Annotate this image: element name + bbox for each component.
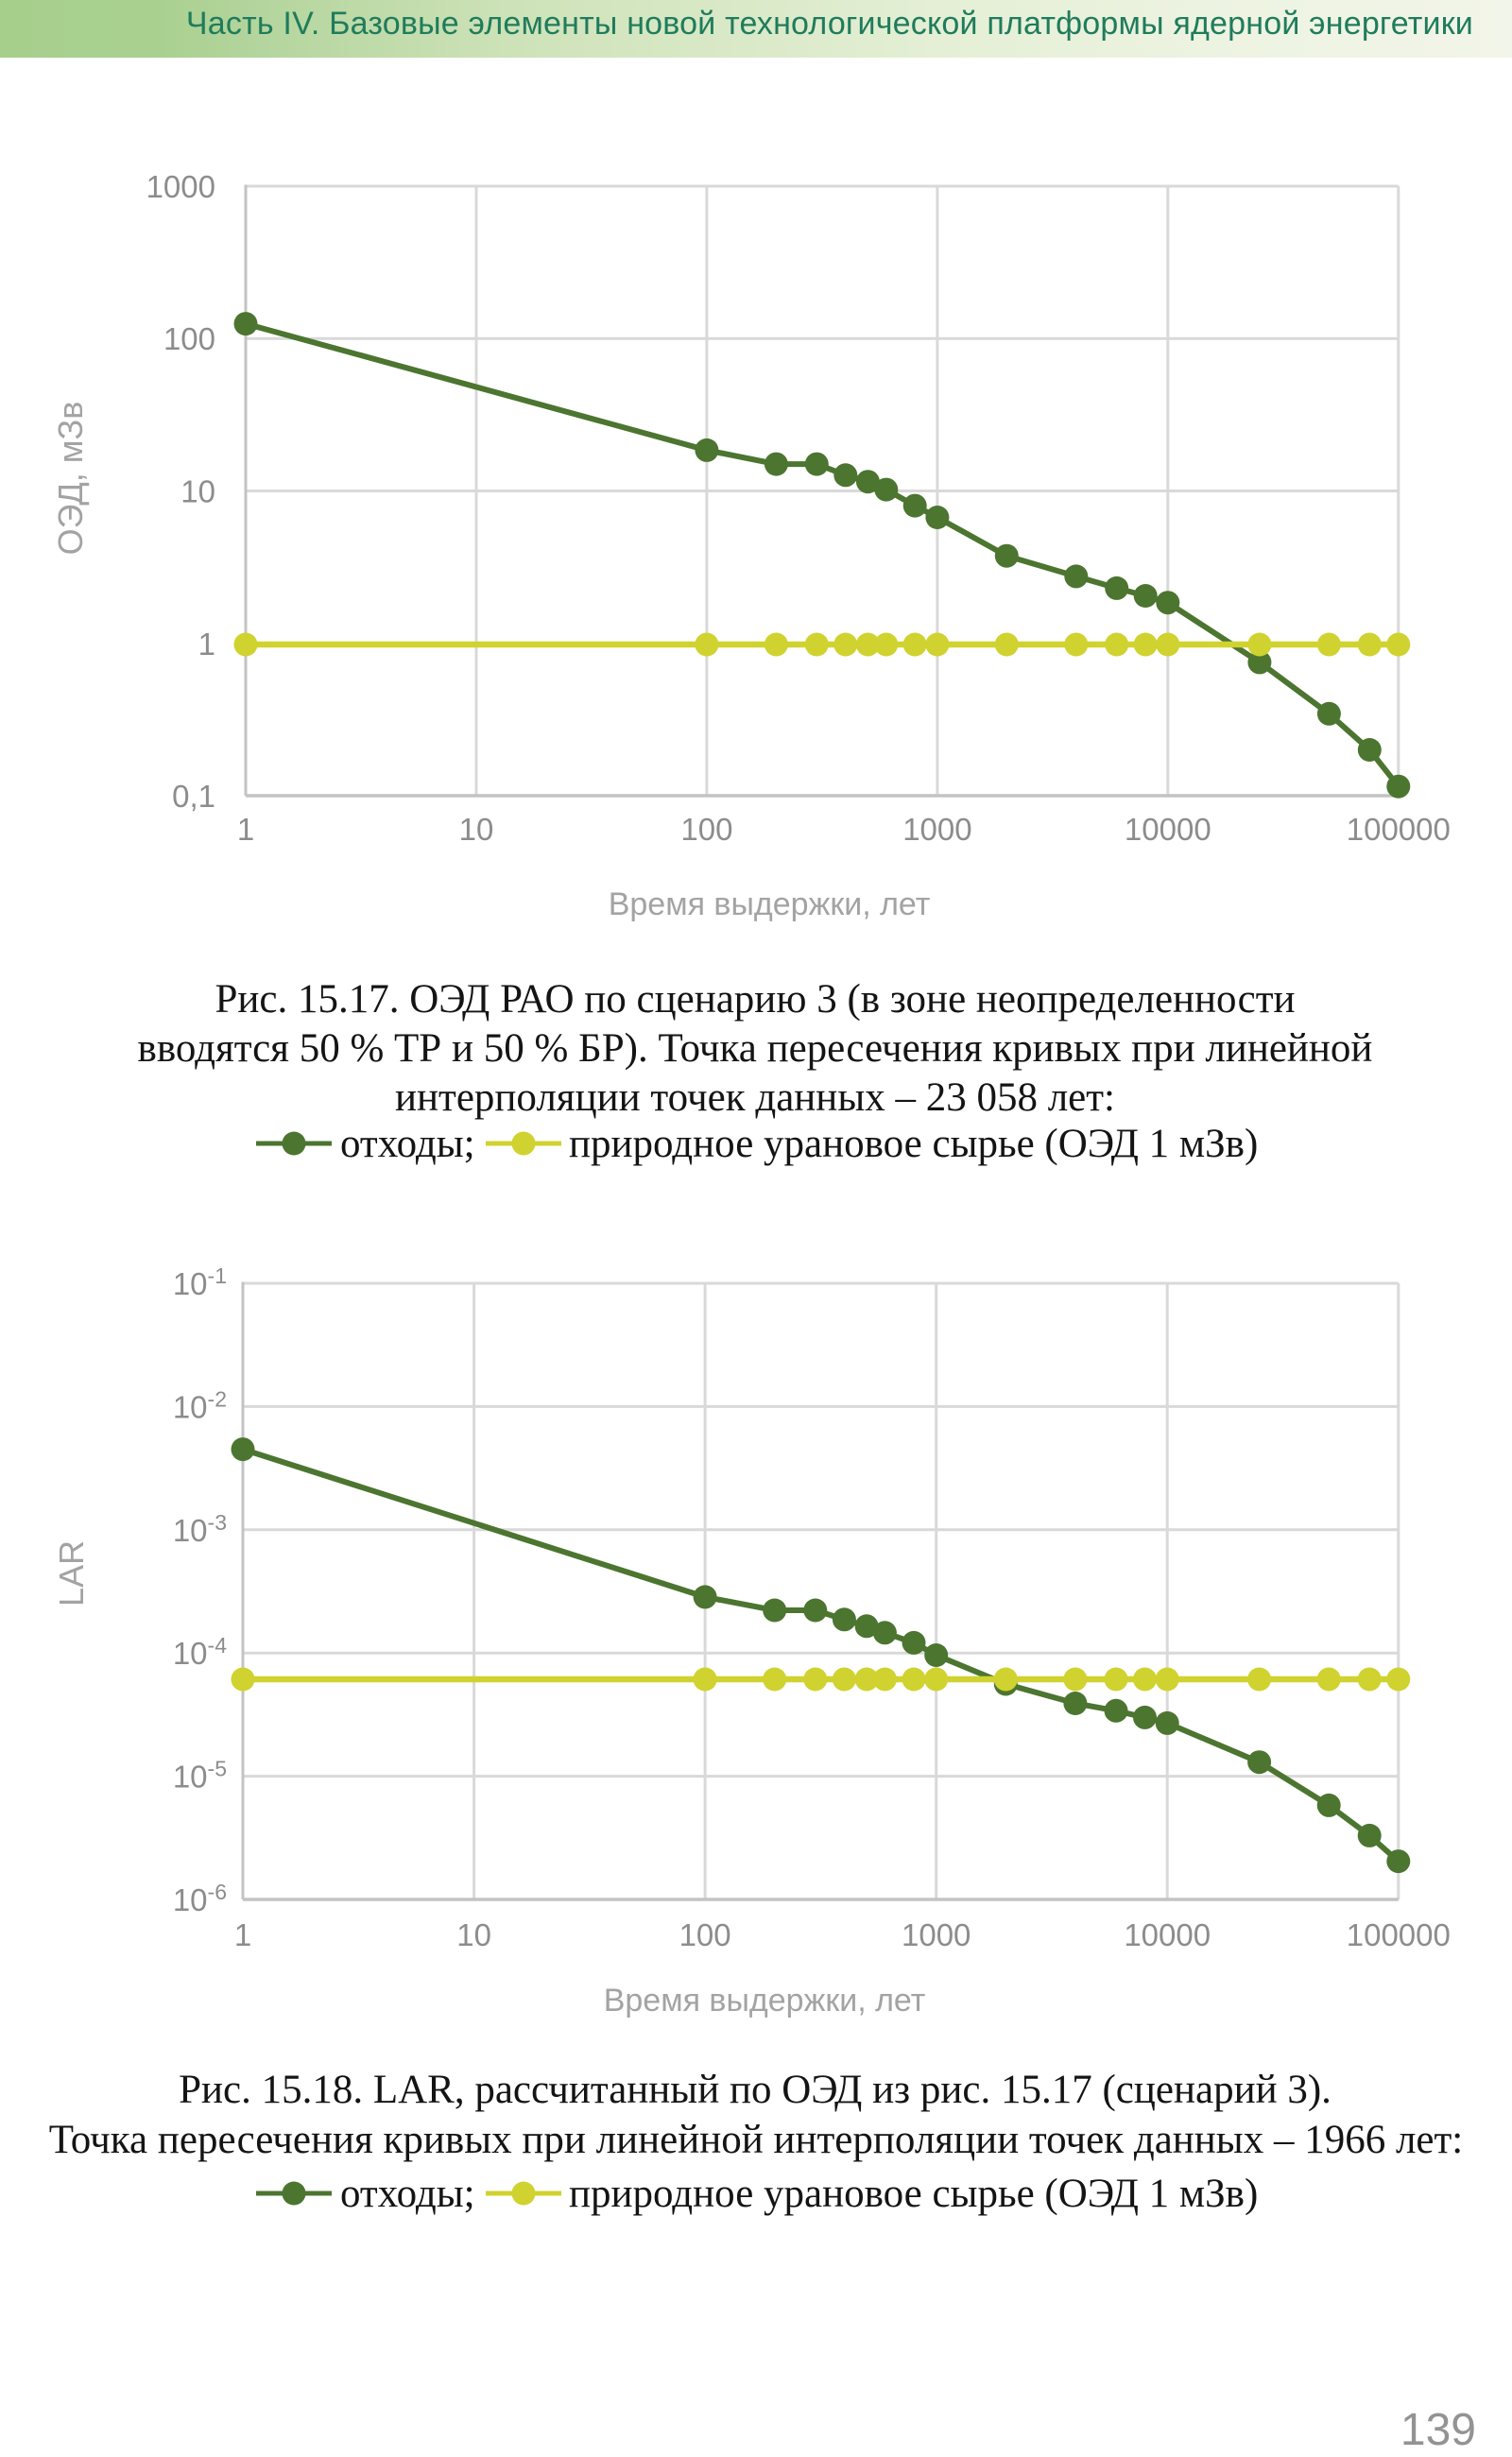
svg-text:100: 100 <box>163 321 215 356</box>
svg-text:Рис. 15.17. ОЭД РАО по сценари: Рис. 15.17. ОЭД РАО по сценарию 3 (в зон… <box>215 977 1295 1022</box>
svg-text:10-4: 10-4 <box>173 1633 227 1671</box>
svg-text:1: 1 <box>237 812 254 847</box>
svg-text:10000: 10000 <box>1125 812 1211 847</box>
svg-text:10: 10 <box>456 1917 491 1952</box>
svg-text:100000: 100000 <box>1347 812 1451 847</box>
svg-text:10-6: 10-6 <box>173 1880 227 1917</box>
svg-text:10-3: 10-3 <box>173 1510 227 1548</box>
svg-text:10-5: 10-5 <box>173 1757 227 1795</box>
svg-text:Время выдержки, лет: Время выдержки, лет <box>609 886 931 922</box>
svg-text:10000: 10000 <box>1124 1917 1211 1952</box>
svg-text:10: 10 <box>459 812 494 847</box>
svg-text:Рис. 15.18. LAR, рассчитанный: Рис. 15.18. LAR, рассчитанный по ОЭД из … <box>179 2068 1332 2112</box>
svg-text:отходы;: отходы; <box>340 1122 475 1166</box>
svg-text:природное урановое сырье (ОЭД: природное урановое сырье (ОЭД 1 мЗв) <box>569 2172 1258 2216</box>
svg-text:LAR: LAR <box>52 1540 91 1606</box>
svg-text:100: 100 <box>679 1917 731 1952</box>
svg-text:10: 10 <box>180 474 215 509</box>
svg-text:0,1: 0,1 <box>172 779 215 814</box>
svg-text:вводятся 50 % ТР и 50 % БР). Т: вводятся 50 % ТР и 50 % БР). Точка перес… <box>138 1026 1373 1071</box>
svg-text:1000: 1000 <box>902 812 971 847</box>
svg-text:10-1: 10-1 <box>173 1263 227 1301</box>
svg-text:интерполяции точек данных – 23: интерполяции точек данных – 23 058 лет: <box>395 1075 1115 1120</box>
svg-text:Время выдержки, лет: Время выдержки, лет <box>604 1983 926 2019</box>
svg-text:1000: 1000 <box>902 1917 971 1952</box>
svg-text:Точка пересечения кривых при л: Точка пересечения кривых при линейной ин… <box>49 2118 1463 2162</box>
svg-text:1: 1 <box>234 1917 251 1952</box>
svg-text:отходы;: отходы; <box>340 2172 475 2216</box>
svg-text:ОЭД, мЗв: ОЭД, мЗв <box>51 402 90 556</box>
svg-text:10-2: 10-2 <box>173 1386 227 1424</box>
svg-text:139: 139 <box>1400 2405 1476 2455</box>
svg-text:природное урановое сырье (ОЭД: природное урановое сырье (ОЭД 1 мЗв) <box>569 1122 1258 1166</box>
svg-text:1000: 1000 <box>146 169 215 204</box>
svg-text:100: 100 <box>680 812 732 847</box>
svg-text:100000: 100000 <box>1347 1917 1451 1952</box>
svg-text:1: 1 <box>198 627 215 662</box>
